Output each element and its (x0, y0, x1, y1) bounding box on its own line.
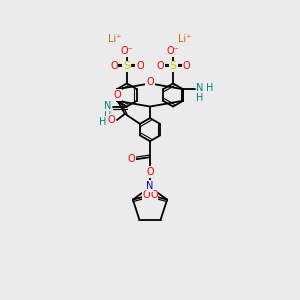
Text: N: N (196, 83, 204, 93)
Text: H: H (104, 110, 112, 121)
Text: S: S (123, 61, 130, 71)
Text: O: O (182, 61, 190, 71)
Text: O: O (142, 190, 150, 200)
Text: Li⁺: Li⁺ (108, 34, 122, 44)
Text: O: O (150, 190, 158, 200)
Text: H: H (99, 117, 107, 127)
Text: H: H (206, 83, 214, 93)
Text: O: O (110, 61, 118, 71)
Text: N: N (146, 181, 154, 191)
Text: O: O (146, 167, 154, 177)
Text: O: O (146, 77, 154, 88)
Text: S: S (169, 61, 177, 71)
Text: O: O (127, 154, 135, 164)
Text: O⁻: O⁻ (167, 46, 179, 56)
Text: N: N (146, 181, 154, 191)
Text: O⁻: O⁻ (121, 46, 133, 56)
Text: O: O (136, 61, 144, 71)
Text: O: O (107, 115, 115, 125)
Text: H: H (196, 93, 204, 103)
Text: Li⁺: Li⁺ (178, 34, 192, 44)
Text: O: O (156, 61, 164, 71)
Text: O: O (113, 90, 121, 100)
Text: N: N (104, 100, 112, 110)
